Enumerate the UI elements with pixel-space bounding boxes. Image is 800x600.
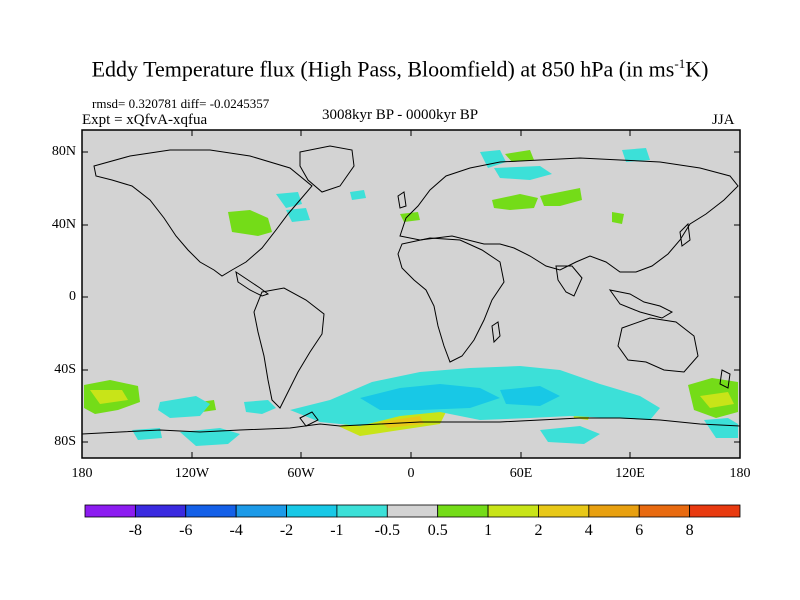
- season-label: JJA: [712, 112, 735, 128]
- colorbar-label: 2: [534, 522, 543, 539]
- lon-label-120w: 120W: [174, 466, 210, 481]
- colorbar-swatch: [134, 504, 187, 518]
- colorbar-swatch: [84, 504, 136, 518]
- colorbar-swatch: [386, 504, 439, 518]
- lon-label-60e: 60E: [509, 466, 533, 481]
- colorbar-label: -0.5: [374, 522, 400, 539]
- colorbar-label: -4: [229, 522, 243, 539]
- lat-label-0: 0: [69, 289, 76, 304]
- lon-label-60w: 60W: [287, 466, 315, 481]
- axis-ticks: [81, 130, 741, 458]
- colorbar-label: 8: [685, 522, 694, 539]
- colorbar-swatch: [689, 504, 741, 518]
- lon-label-120e: 120E: [615, 466, 645, 481]
- lat-label-80s: 80S: [54, 434, 76, 449]
- colorbar-label: 1: [484, 522, 493, 539]
- colorbar-label: -6: [179, 522, 193, 539]
- lon-label-180e: 180: [729, 466, 751, 481]
- lat-label-40n: 40N: [51, 217, 76, 232]
- colorbar-label: 0.5: [427, 522, 448, 539]
- colorbar-swatch: [235, 504, 287, 518]
- colorbar-label: 6: [635, 522, 644, 539]
- strong-negative-anomaly-patches: [360, 384, 560, 410]
- colorbar-swatch: [487, 504, 539, 518]
- colorbar-swatch: [336, 504, 388, 518]
- colorbar-label: -1: [330, 522, 344, 539]
- colorbar-label: -8: [128, 522, 143, 539]
- plot-title: Eddy Temperature flux (High Pass, Bloomf…: [91, 56, 709, 82]
- lat-label-80n: 80N: [51, 144, 76, 159]
- colorbar-swatch: [638, 504, 691, 518]
- lat-label-40s: 40S: [54, 362, 76, 377]
- colorbar-swatch: [286, 504, 338, 518]
- period-label: 3008kyr BP - 0000kyr BP: [322, 107, 479, 123]
- coastlines: [81, 145, 741, 435]
- lon-label-180w: 180: [71, 466, 93, 481]
- colorbar-swatch: [588, 504, 640, 518]
- rmsd-stats: rmsd= 0.320781 diff= -0.0245357: [92, 96, 270, 111]
- colorbar: [84, 504, 741, 518]
- colorbar-swatch: [185, 504, 237, 518]
- colorbar-label: -2: [279, 522, 294, 539]
- lon-label-0: 0: [407, 466, 415, 481]
- experiment-label: Expt = xQfvA-xqfua: [82, 112, 208, 128]
- colorbar-swatch: [437, 504, 489, 518]
- colorbar-swatch: [538, 504, 590, 518]
- colorbar-label: 4: [584, 522, 593, 539]
